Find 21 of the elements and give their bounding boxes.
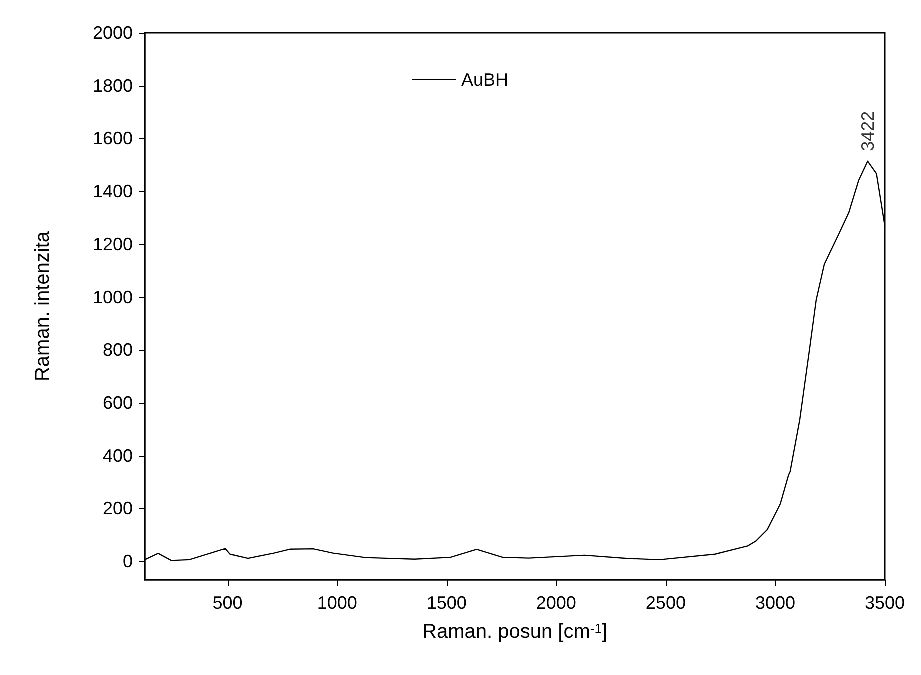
x-tick-label: 1500 [426, 593, 467, 613]
x-tick-label: 2000 [536, 593, 576, 613]
y-tick-label: 1800 [92, 76, 133, 96]
y-tick-label: 1000 [92, 287, 133, 308]
y-tick-label: 1400 [92, 182, 133, 202]
y-tick-label: 2000 [92, 23, 133, 43]
y-tick-label: 400 [102, 446, 133, 466]
x-tick-label: 1000 [317, 593, 358, 613]
y-tick-label: 800 [102, 340, 133, 360]
y-tick-label: 600 [102, 392, 133, 413]
x-tick-label: 3000 [755, 593, 796, 613]
y-tick-label: 1600 [92, 128, 133, 149]
y-axis-title: Raman. intenzita [32, 230, 54, 382]
annotation: 3422 [858, 111, 878, 152]
y-tick-label: 0 [122, 552, 133, 572]
y-tick-label: 1200 [92, 234, 133, 254]
x-tick-label: 2500 [646, 593, 686, 613]
x-tick-label: 500 [212, 593, 243, 613]
y-tick-label: 200 [102, 498, 133, 519]
legend-label: AuBH [461, 70, 509, 90]
x-tick-label: 3500 [864, 593, 906, 613]
